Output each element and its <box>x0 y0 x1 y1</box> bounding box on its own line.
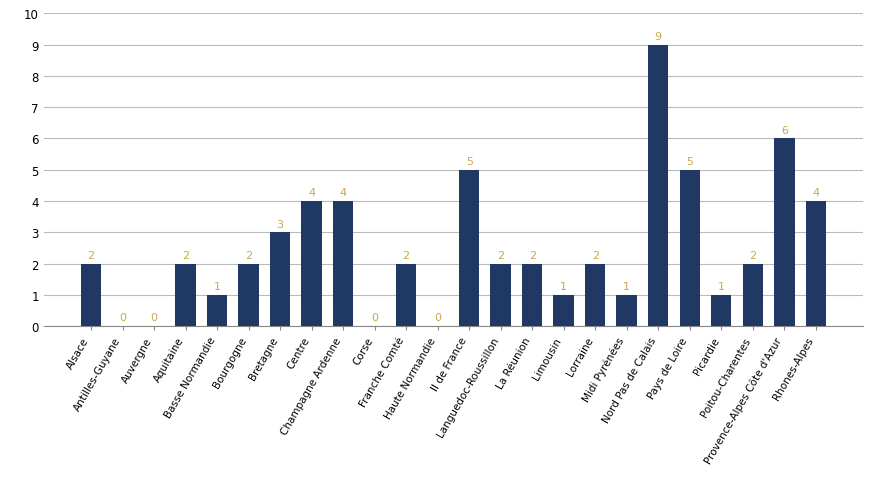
Text: 2: 2 <box>245 250 252 260</box>
Text: 1: 1 <box>214 281 221 291</box>
Bar <box>617 295 637 326</box>
Text: 4: 4 <box>308 188 315 198</box>
Bar <box>490 264 511 326</box>
Text: 2: 2 <box>749 250 756 260</box>
Text: 2: 2 <box>182 250 189 260</box>
Text: 0: 0 <box>434 312 441 323</box>
Bar <box>806 202 826 326</box>
Bar <box>333 202 353 326</box>
Text: 3: 3 <box>276 219 283 229</box>
Text: 2: 2 <box>403 250 410 260</box>
Bar <box>459 170 480 326</box>
Bar <box>585 264 605 326</box>
Text: 2: 2 <box>528 250 535 260</box>
Text: 1: 1 <box>718 281 725 291</box>
Bar <box>648 46 669 326</box>
Text: 6: 6 <box>780 125 787 135</box>
Bar <box>396 264 417 326</box>
Bar <box>302 202 322 326</box>
Text: 4: 4 <box>812 188 820 198</box>
Text: 0: 0 <box>119 312 126 323</box>
Bar <box>711 295 732 326</box>
Bar <box>207 295 228 326</box>
Text: 5: 5 <box>466 156 473 167</box>
Text: 1: 1 <box>623 281 630 291</box>
Text: 2: 2 <box>87 250 95 260</box>
Bar <box>270 233 290 326</box>
Text: 0: 0 <box>371 312 378 323</box>
Text: 1: 1 <box>560 281 567 291</box>
Bar <box>554 295 574 326</box>
Bar <box>522 264 542 326</box>
Text: 2: 2 <box>592 250 599 260</box>
Text: 9: 9 <box>655 32 662 42</box>
Bar <box>679 170 700 326</box>
Text: 4: 4 <box>339 188 347 198</box>
Text: 0: 0 <box>151 312 158 323</box>
Bar <box>238 264 259 326</box>
Text: 5: 5 <box>686 156 693 167</box>
Bar <box>81 264 101 326</box>
Bar <box>774 139 794 326</box>
Text: 2: 2 <box>497 250 504 260</box>
Bar <box>175 264 196 326</box>
Bar <box>743 264 763 326</box>
